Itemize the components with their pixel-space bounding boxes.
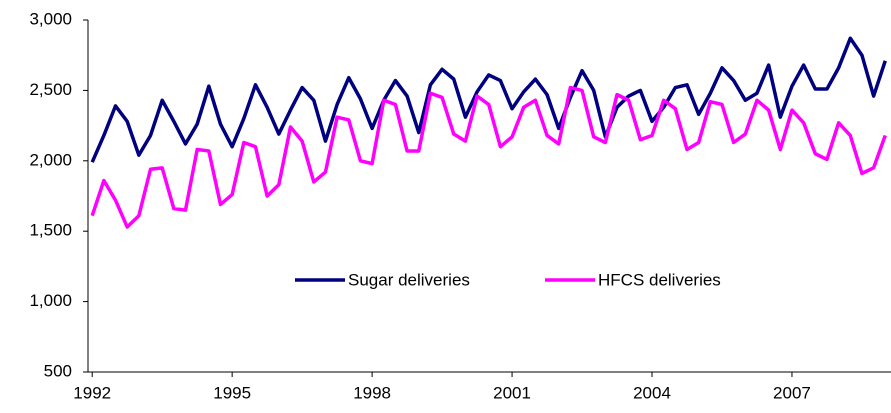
x-tick-label: 2004 [633, 383, 671, 402]
x-tick-label: 1998 [353, 383, 391, 402]
series-line [90, 85, 887, 229]
series-line [90, 36, 887, 163]
y-tick-label: 3,000 [29, 9, 72, 28]
x-tick-label: 2001 [493, 383, 531, 402]
y-tick-label: 500 [44, 361, 72, 380]
y-tick-label: 1,000 [29, 291, 72, 310]
x-tick-label: 1992 [73, 383, 111, 402]
x-tick-label: 1995 [213, 383, 251, 402]
y-tick-label: 1,500 [29, 221, 72, 240]
x-tick-label: 2007 [773, 383, 811, 402]
y-tick-label: 2,000 [29, 150, 72, 169]
legend-label: HFCS deliveries [598, 270, 721, 289]
legend-label: Sugar deliveries [348, 270, 470, 289]
y-tick-label: 2,500 [29, 80, 72, 99]
